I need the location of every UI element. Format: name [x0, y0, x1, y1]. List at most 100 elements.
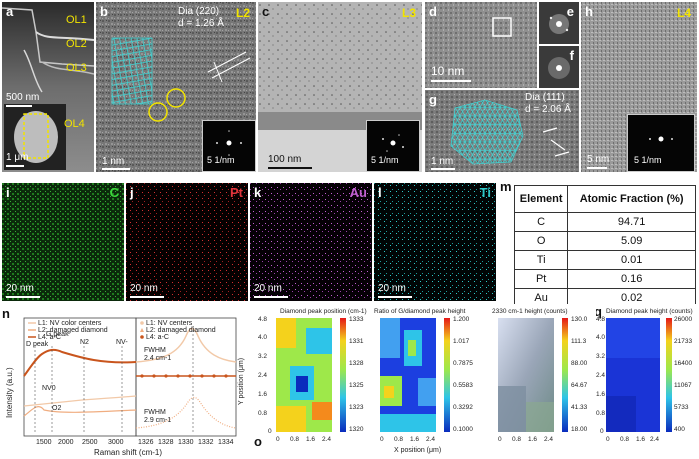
x-tick: 2.4 — [650, 436, 660, 443]
scale-bar — [431, 80, 471, 82]
diffraction-pattern-icon — [649, 136, 673, 142]
cb4-tick-0: 26000 — [674, 316, 693, 323]
cell-value: 0.02 — [567, 288, 696, 304]
map-title-ratio: Ratio of G/diamond peak height — [374, 308, 466, 315]
eds-map-platinum — [126, 183, 248, 301]
fft-image-f — [548, 57, 570, 79]
x-tick: 0.8 — [620, 436, 630, 443]
map-x-axis-label: X position (μm) — [394, 447, 442, 454]
atomic-fraction-table: Element Atomic Fraction (%) C 94.71 O 5.09… — [513, 185, 696, 304]
y-tick: 4.0 — [596, 334, 606, 341]
peak-label-g: G peak — [46, 331, 69, 338]
y-axis-label: Intensity (a.u.) — [5, 367, 14, 418]
cb4-tick-5: 400 — [674, 426, 685, 433]
scale-bar — [268, 167, 312, 169]
y-tick: 0.8 — [596, 410, 606, 417]
cell-value: 0.01 — [567, 250, 696, 270]
scale-label: 20 nm — [378, 283, 406, 294]
cb3-tick-1: 111.3 — [571, 338, 587, 345]
scale-label: 20 nm — [6, 283, 34, 294]
scale-bar — [254, 296, 288, 298]
cb1-tick-3: 1325 — [349, 382, 364, 389]
y-tick: 0 — [600, 428, 604, 435]
header-atomic-fraction: Atomic Fraction (%) — [567, 185, 696, 213]
panel-l-label: l — [378, 185, 382, 200]
panel-a-label: a — [6, 4, 14, 19]
scale-bar — [130, 296, 164, 298]
fft-inset: 5 1/nm — [366, 120, 420, 172]
tick-2500: 2500 — [82, 439, 98, 446]
x-tick: 2.4 — [322, 436, 332, 443]
panel-a: a OL1 OL2 OL3 OL4 500 nm 1 μm — [2, 2, 94, 172]
scale-label: 1 nm — [431, 156, 454, 167]
panel-m-label: m — [500, 179, 512, 194]
panel-k: k Au 20 nm — [250, 183, 372, 301]
map-title-diamond-height: Diamond peak height (counts) — [606, 308, 693, 315]
x-axis-label: Raman shift (cm-1) — [94, 448, 162, 457]
y-tick: 2.4 — [258, 372, 268, 379]
hrtem-image-d — [425, 2, 537, 88]
cell-element: O — [513, 231, 569, 251]
fft-scale-label: 5 1/nm — [207, 155, 235, 165]
hrtem-image-g — [425, 90, 579, 172]
x-tick: 2.4 — [426, 436, 436, 443]
cb3-tick-0: 130.0 — [571, 316, 588, 323]
panel-i: i C 20 nm — [2, 183, 124, 301]
tem-image-l3 — [258, 2, 422, 172]
y-tick: 3.2 — [596, 353, 606, 360]
cell-value: 94.71 — [567, 212, 696, 232]
tick-1326: 1326 — [138, 439, 154, 446]
tick-1332: 1332 — [198, 439, 214, 446]
annotation-d-spacing: d = 2.06 Å — [525, 104, 571, 115]
panel-h-label: h — [585, 4, 593, 19]
cb4-tick-2: 16400 — [674, 360, 693, 367]
cb1-tick-5: 1320 — [349, 426, 364, 433]
panel-n-label: n — [2, 306, 10, 321]
x-tick: 2.4 — [544, 436, 554, 443]
panel-j-label: j — [130, 185, 134, 200]
panel-j: j Pt 20 nm — [126, 183, 248, 301]
panel-e: e — [539, 2, 579, 44]
region-ol1: OL1 — [66, 14, 87, 26]
fwhm-bottom-label: FWHM — [144, 409, 166, 416]
panel-i-label: i — [6, 185, 10, 200]
panel-d-label: d — [429, 4, 437, 19]
layer-label-l2: L2 — [236, 6, 251, 20]
y-tick: 1.6 — [596, 391, 606, 398]
cb3-tick-3: 64.67 — [571, 382, 588, 389]
y-tick: 0.8 — [258, 410, 268, 417]
y-tick: 0 — [268, 428, 272, 435]
scale-bar — [102, 168, 130, 170]
panel-h: h L4 5 1/nm 5 nm — [581, 2, 697, 172]
panel-o-label: o — [254, 434, 262, 449]
panel-k-label: k — [254, 185, 262, 200]
cb2-tick-1: 1.017 — [453, 338, 470, 345]
fwhm-top-label: FWHM — [144, 347, 166, 354]
panel-q-label: q — [596, 306, 602, 319]
fft-inset: 5 1/nm — [202, 120, 256, 172]
panel-d: d 10 nm — [425, 2, 537, 88]
scale-bar — [378, 296, 412, 298]
panel-m: m Element Atomic Fraction (%) C 94.71 O 5.… — [500, 179, 697, 304]
sem-cross-section-image — [2, 2, 94, 172]
region-ol4: OL4 — [64, 118, 85, 130]
panel-f-label: f — [569, 48, 574, 63]
map-title-2330: 2330 cm-1 height (counts) — [492, 308, 568, 315]
y-tick: 3.2 — [258, 353, 268, 360]
panel-n: n 1500 2000 2500 3000 1326 1328 1330 133… — [2, 306, 238, 458]
table-header-row: Element Atomic Fraction (%) — [513, 185, 696, 213]
x-tick: 0 — [276, 436, 280, 443]
tick-1328: 1328 — [158, 439, 174, 446]
cb3-tick-2: 88.00 — [571, 360, 588, 367]
map-diamond-peak-position — [276, 318, 346, 432]
annotation-d-spacing: d = 1.26 Å — [178, 18, 224, 29]
cb3-tick-4: 41.33 — [571, 404, 588, 411]
tick-1500: 1500 — [36, 439, 52, 446]
scale-label: 10 nm — [431, 64, 465, 78]
l2-spectrum-line — [23, 406, 137, 417]
cb3-tick-5: 18.00 — [571, 426, 588, 433]
cb1-tick-1: 1331 — [349, 338, 364, 345]
cb2-tick-0: 1.200 — [453, 316, 470, 323]
panel-c: c L3 5 1/nm 100 nm — [258, 2, 422, 172]
fwhm-bottom-value: 2.9 cm-1 — [144, 417, 171, 424]
